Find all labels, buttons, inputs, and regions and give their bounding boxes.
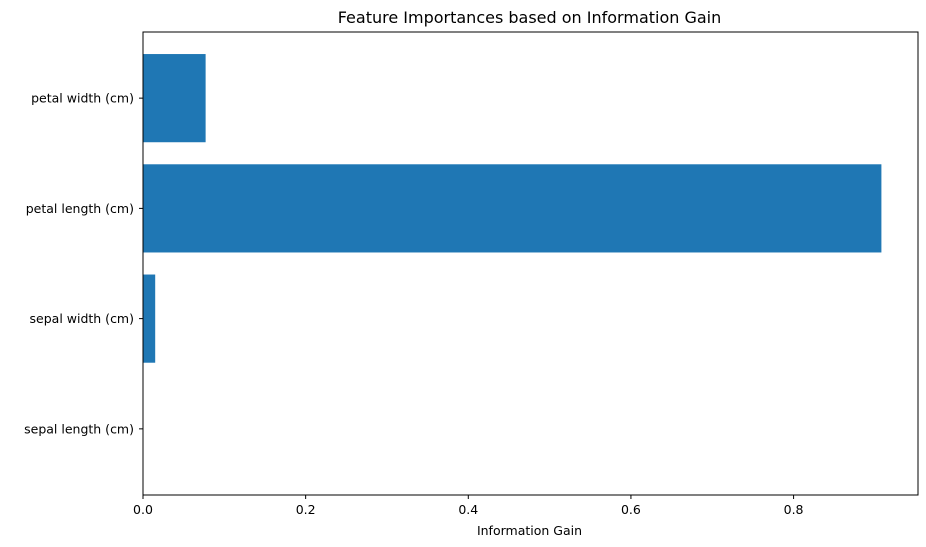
y-tick-label-1: sepal width (cm): [30, 311, 134, 326]
x-tick-label-4: 0.8: [784, 502, 804, 517]
y-tick-label-0: sepal length (cm): [24, 421, 134, 436]
x-tick-label-1: 0.2: [296, 502, 316, 517]
plot-frame: [142, 31, 919, 496]
y-tick-label-2: petal length (cm): [26, 201, 134, 216]
bar-1: [143, 274, 156, 363]
x-tick-label-0: 0.0: [133, 502, 153, 517]
bars: [143, 54, 882, 363]
x-tick-label-3: 0.6: [621, 502, 641, 517]
y-ticks: sepal length (cm) sepal width (cm) petal l…: [24, 91, 143, 436]
x-axis-label: Information Gain: [477, 523, 582, 538]
bar-3: [143, 54, 206, 143]
chart-title: Feature Importances based on Information…: [338, 8, 722, 27]
bar-2: [143, 164, 882, 253]
x-tick-label-2: 0.4: [458, 502, 478, 517]
y-tick-label-3: petal width (cm): [31, 91, 134, 106]
x-ticks: 0.0 0.2 0.4 0.6 0.8: [133, 495, 804, 517]
